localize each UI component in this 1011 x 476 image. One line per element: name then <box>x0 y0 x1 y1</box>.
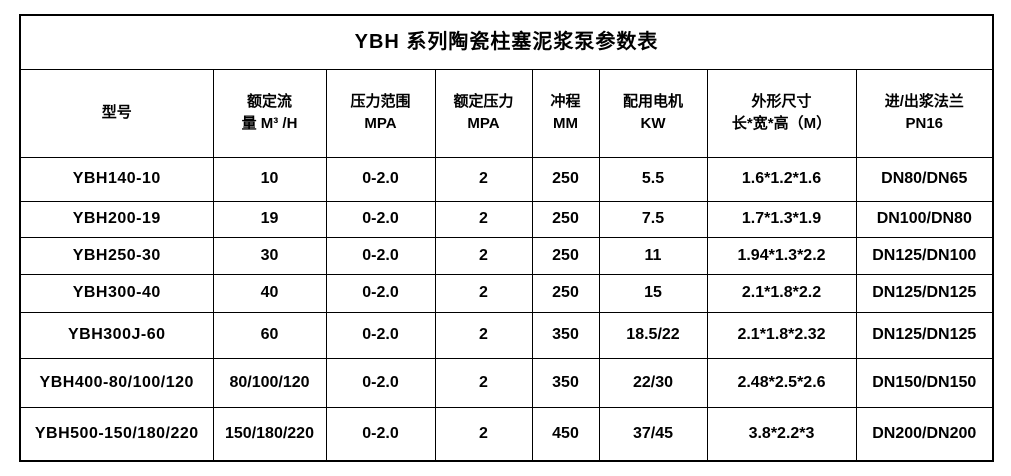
rated-flow-cell: 80/100/120 <box>212 357 327 408</box>
motor-cell: 37/45 <box>598 406 708 462</box>
rated-pressure-cell: 2 <box>434 273 533 313</box>
motor-cell: 11 <box>598 236 708 275</box>
flange-cell: DN125/DN125 <box>855 311 994 359</box>
rated-pressure-cell: 2 <box>434 200 533 238</box>
col-header-rated-flow: 额定流 量 M³ /H <box>212 68 327 158</box>
flange-cell: DN125/DN100 <box>855 236 994 275</box>
rated-pressure-cell: 2 <box>434 156 533 202</box>
pressure-range-cell: 0-2.0 <box>325 273 436 313</box>
dimensions-cell: 2.1*1.8*2.32 <box>706 311 857 359</box>
rated-flow-cell: 40 <box>212 273 327 313</box>
rated-flow-cell: 150/180/220 <box>212 406 327 462</box>
dimensions-cell: 2.48*2.5*2.6 <box>706 357 857 408</box>
table-row: YBH300J-60 60 0-2.0 2 350 18.5/22 2.1*1.… <box>19 311 994 359</box>
flange-cell: DN125/DN125 <box>855 273 994 313</box>
dimensions-cell: 2.1*1.8*2.2 <box>706 273 857 313</box>
stroke-cell: 250 <box>531 273 600 313</box>
pressure-range-cell: 0-2.0 <box>325 357 436 408</box>
pressure-range-cell: 0-2.0 <box>325 156 436 202</box>
stroke-cell: 350 <box>531 357 600 408</box>
motor-cell: 7.5 <box>598 200 708 238</box>
col-header-flange: 进/出浆法兰 PN16 <box>855 68 994 158</box>
table-row: YBH250-30 30 0-2.0 2 250 11 1.94*1.3*2.2… <box>19 236 994 275</box>
model-cell: YBH200-19 <box>19 200 214 238</box>
stroke-cell: 250 <box>531 200 600 238</box>
table-row: YBH400-80/100/120 80/100/120 0-2.0 2 350… <box>19 357 994 408</box>
col-header-pressure-range: 压力范围 MPA <box>325 68 436 158</box>
model-cell: YBH250-30 <box>19 236 214 275</box>
dimensions-cell: 3.8*2.2*3 <box>706 406 857 462</box>
table-title: YBH 系列陶瓷柱塞泥浆泵参数表 <box>19 14 994 70</box>
pressure-range-cell: 0-2.0 <box>325 406 436 462</box>
pressure-range-cell: 0-2.0 <box>325 236 436 275</box>
stroke-cell: 450 <box>531 406 600 462</box>
rated-pressure-cell: 2 <box>434 406 533 462</box>
motor-cell: 5.5 <box>598 156 708 202</box>
motor-cell: 15 <box>598 273 708 313</box>
dimensions-cell: 1.7*1.3*1.9 <box>706 200 857 238</box>
stroke-cell: 350 <box>531 311 600 359</box>
flange-cell: DN200/DN200 <box>855 406 994 462</box>
model-cell: YBH140-10 <box>19 156 214 202</box>
rated-flow-cell: 30 <box>212 236 327 275</box>
table-row: YBH500-150/180/220 150/180/220 0-2.0 2 4… <box>19 406 994 462</box>
col-header-motor: 配用电机 KW <box>598 68 708 158</box>
model-cell: YBH300-40 <box>19 273 214 313</box>
flange-cell: DN150/DN150 <box>855 357 994 408</box>
pressure-range-cell: 0-2.0 <box>325 311 436 359</box>
col-header-model: 型号 <box>19 68 214 158</box>
dimensions-cell: 1.94*1.3*2.2 <box>706 236 857 275</box>
table-row: YBH200-19 19 0-2.0 2 250 7.5 1.7*1.3*1.9… <box>19 200 994 238</box>
model-cell: YBH400-80/100/120 <box>19 357 214 408</box>
motor-cell: 18.5/22 <box>598 311 708 359</box>
flange-cell: DN80/DN65 <box>855 156 994 202</box>
dimensions-cell: 1.6*1.2*1.6 <box>706 156 857 202</box>
table-row: YBH140-10 10 0-2.0 2 250 5.5 1.6*1.2*1.6… <box>19 156 994 202</box>
title-row: YBH 系列陶瓷柱塞泥浆泵参数表 <box>19 14 994 70</box>
pressure-range-cell: 0-2.0 <box>325 200 436 238</box>
col-header-rated-pressure: 额定压力 MPA <box>434 68 533 158</box>
stroke-cell: 250 <box>531 236 600 275</box>
pump-spec-table: YBH 系列陶瓷柱塞泥浆泵参数表 型号 额定流 量 M³ /H 压力范围 MPA… <box>19 14 995 462</box>
flange-cell: DN100/DN80 <box>855 200 994 238</box>
model-cell: YBH500-150/180/220 <box>19 406 214 462</box>
stroke-cell: 250 <box>531 156 600 202</box>
model-cell: YBH300J-60 <box>19 311 214 359</box>
rated-pressure-cell: 2 <box>434 357 533 408</box>
rated-flow-cell: 60 <box>212 311 327 359</box>
header-row: 型号 额定流 量 M³ /H 压力范围 MPA 额定压力 MPA 冲程 MM 配… <box>19 68 994 158</box>
table-row: YBH300-40 40 0-2.0 2 250 15 2.1*1.8*2.2 … <box>19 273 994 313</box>
rated-flow-cell: 10 <box>212 156 327 202</box>
col-header-dimensions: 外形尺寸 长*宽*高（M） <box>706 68 857 158</box>
rated-pressure-cell: 2 <box>434 311 533 359</box>
col-header-stroke: 冲程 MM <box>531 68 600 158</box>
rated-flow-cell: 19 <box>212 200 327 238</box>
motor-cell: 22/30 <box>598 357 708 408</box>
rated-pressure-cell: 2 <box>434 236 533 275</box>
